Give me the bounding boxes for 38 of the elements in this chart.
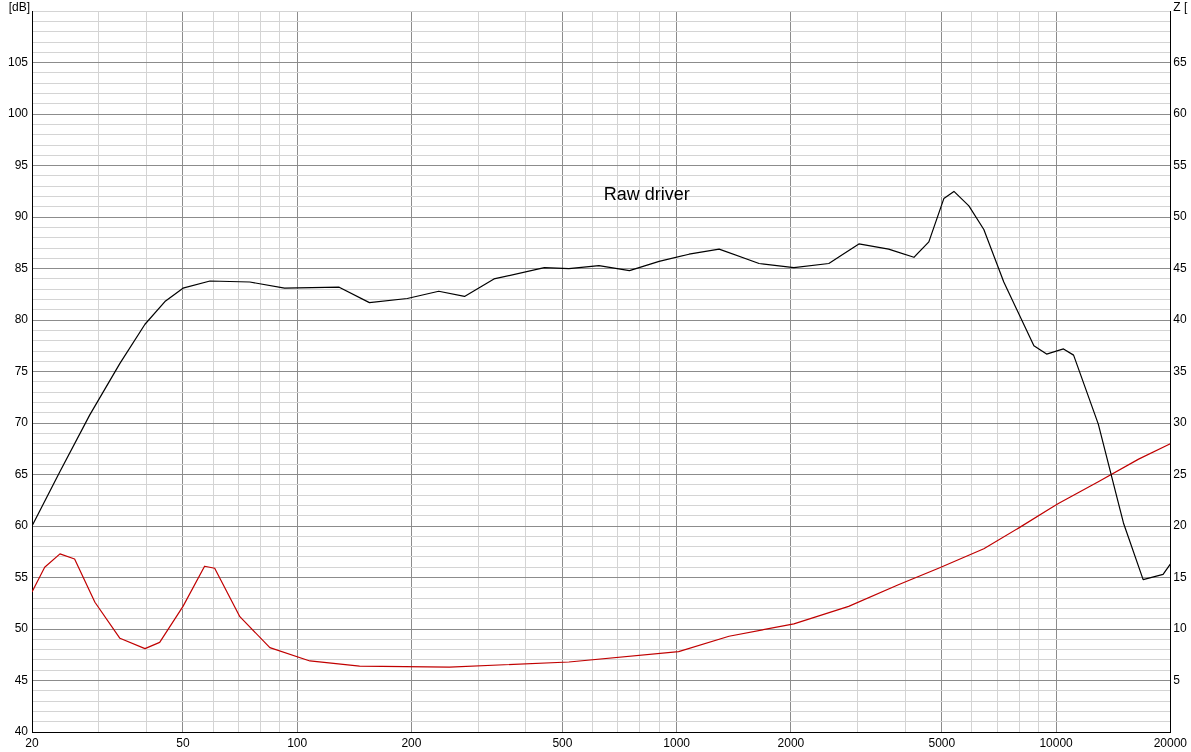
y2-tick-label: 10 [1173, 621, 1187, 636]
x-tick-label: 50 [176, 735, 190, 750]
y-tick-label: 60 [14, 518, 29, 533]
y2-tick-label: 20 [1173, 518, 1187, 533]
x-tick-label: 2000 [777, 735, 805, 750]
y-tick-label: 45 [14, 672, 29, 687]
y2-tick-label: 35 [1173, 363, 1187, 378]
y-tick-label: 100 [7, 106, 29, 121]
y-tick-label: 70 [14, 415, 29, 430]
x-tick-label: 100 [287, 735, 308, 750]
y2-tick-label: 65 [1173, 55, 1187, 69]
x-tick-label: 200 [401, 735, 422, 750]
y2-tick-label: 5 [1173, 672, 1181, 687]
y2-tick-label: 50 [1173, 209, 1187, 224]
y2-tick-label: 15 [1173, 569, 1187, 584]
y-tick-label: 65 [14, 466, 29, 481]
y-axis-title: [dB] [8, 0, 30, 15]
y-tick-label: 75 [14, 363, 29, 378]
x-tick-label: 500 [552, 735, 573, 750]
y2-axis-title: Z [ [1173, 0, 1188, 15]
annotation: Raw driver [603, 183, 690, 204]
y-tick-label: 85 [14, 260, 29, 275]
y2-tick-label: 60 [1173, 106, 1187, 121]
y-tick-label: 80 [14, 312, 29, 327]
y-tick-label: 95 [14, 157, 29, 172]
y-tick-label: 105 [7, 55, 29, 69]
x-tick-label: 1000 [663, 735, 691, 750]
y2-tick-label: 30 [1173, 415, 1187, 430]
y-tick-label: 90 [14, 209, 29, 224]
y2-tick-label: 45 [1173, 260, 1187, 275]
y2-tick-label: 25 [1173, 466, 1187, 481]
y2-tick-label: 40 [1173, 312, 1187, 327]
y2-tick-label: 55 [1173, 157, 1187, 172]
x-tick-label: 10000 [1039, 735, 1074, 750]
x-tick-label: 5000 [928, 735, 956, 750]
y-tick-label: 55 [14, 569, 29, 584]
x-tick-label: 20000 [1153, 735, 1188, 750]
y-tick-label: 50 [14, 621, 29, 636]
